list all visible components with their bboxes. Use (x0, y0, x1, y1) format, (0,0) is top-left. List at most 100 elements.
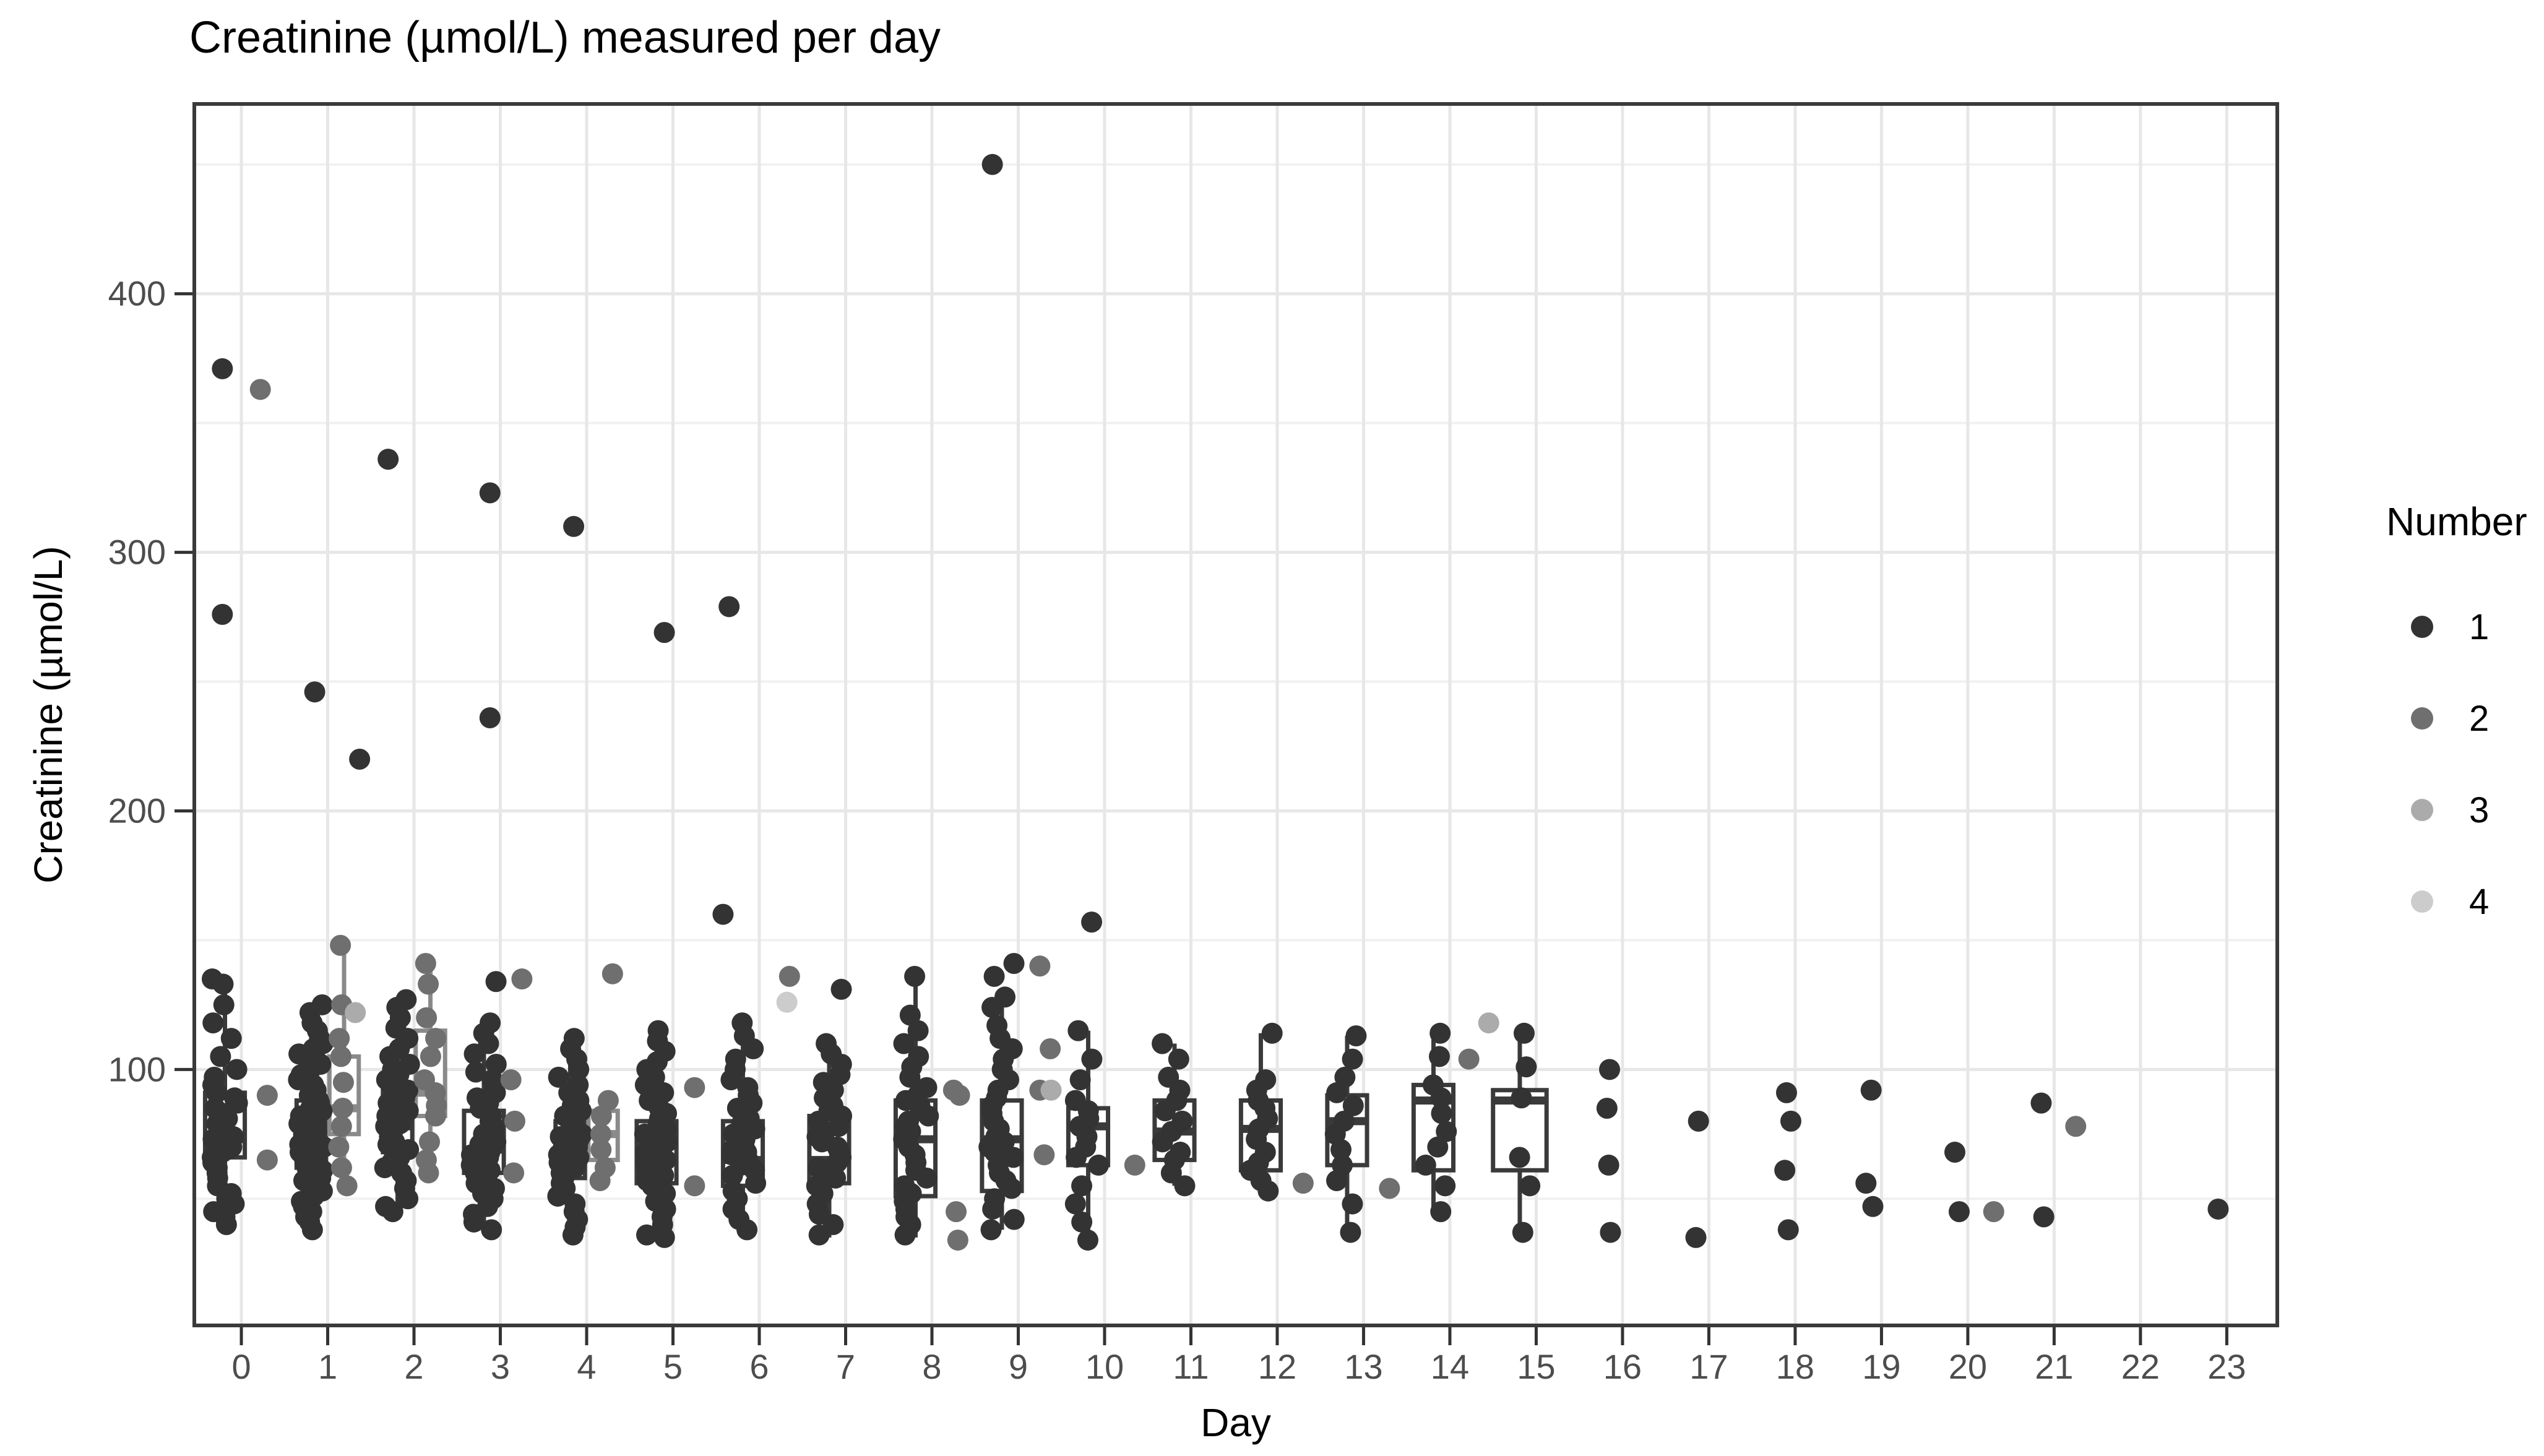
legend-entry-label: 2 (2469, 698, 2490, 739)
jitter-point (1775, 1082, 1797, 1103)
legend-entry-1: 1 (2386, 604, 2527, 650)
jitter-point (983, 965, 1005, 987)
jitter-point (481, 1219, 502, 1241)
x-tick-label: 11 (1173, 1347, 1209, 1386)
jitter-point (1431, 1103, 1452, 1124)
legend-entry-3: 3 (2386, 787, 2527, 833)
jitter-point (778, 965, 800, 987)
jitter-point (1342, 1193, 1363, 1215)
jitter-point (1040, 1038, 1061, 1059)
jitter-point (416, 1007, 438, 1028)
jitter-point (2033, 1206, 2055, 1228)
jitter-point (1292, 1173, 1314, 1194)
jitter-point (1342, 1095, 1364, 1116)
x-tick-label: 14 (1431, 1347, 1469, 1386)
jitter-point (1519, 1175, 1541, 1197)
x-tick-label: 22 (2121, 1347, 2160, 1386)
jitter-point (2030, 1092, 2052, 1114)
jitter-point (1066, 1147, 1087, 1168)
jitter-point (1029, 955, 1051, 977)
jitter-point (1513, 1022, 1535, 1044)
jitter-point (1168, 1048, 1189, 1070)
x-tick-label: 23 (2207, 1347, 2246, 1386)
jitter-point (899, 1066, 921, 1088)
jitter-point (563, 515, 585, 537)
jitter-point (947, 1230, 968, 1251)
jitter-point (904, 965, 926, 987)
jitter-point (1599, 1059, 1621, 1080)
jitter-point (980, 1219, 1002, 1241)
jitter-point (636, 1224, 658, 1246)
jitter-point (212, 358, 233, 379)
jitter-point (830, 978, 852, 1000)
jitter-point (1509, 1147, 1530, 1168)
jitter-point (548, 1066, 569, 1088)
jitter-point (511, 968, 533, 990)
legend-entry-label: 4 (2469, 881, 2490, 922)
jitter-point (479, 707, 501, 729)
jitter-point (1436, 1121, 1457, 1142)
jitter-point (1081, 1048, 1103, 1070)
jitter-point (946, 1201, 967, 1223)
jitter-point (1777, 1219, 1799, 1241)
jitter-point (1379, 1178, 1400, 1199)
legend-title: Number (2386, 499, 2527, 544)
jitter-point (982, 1198, 1004, 1220)
x-tick-label: 5 (663, 1347, 683, 1386)
chart-title: Creatinine (µmol/L) measured per day (189, 13, 941, 62)
jitter-point (301, 1219, 323, 1241)
jitter-point (336, 1175, 358, 1197)
jitter-point (1774, 1160, 1796, 1181)
x-axis-title: Day (1201, 1400, 1271, 1445)
jitter-point (1067, 1020, 1089, 1041)
x-tick-label: 20 (1949, 1347, 1987, 1386)
jitter-point (220, 1028, 242, 1049)
jitter-point (425, 1105, 446, 1127)
jitter-point (463, 1211, 485, 1233)
jitter-point (1434, 1175, 1456, 1197)
x-tick-label: 2 (404, 1347, 423, 1386)
jitter-point (425, 1028, 447, 1049)
jitter-point (485, 971, 507, 993)
jitter-point (418, 1162, 439, 1184)
jitter-point (256, 1085, 278, 1106)
jitter-point (345, 1002, 366, 1023)
jitter-point (2207, 1198, 2229, 1220)
jitter-point (745, 1173, 767, 1194)
jitter-point (918, 1105, 939, 1127)
jitter-point (1152, 1131, 1173, 1153)
jitter-point (722, 1165, 743, 1186)
x-tick-label: 9 (1009, 1347, 1028, 1386)
jitter-point (1860, 1079, 1882, 1101)
jitter-point (590, 1105, 612, 1127)
jitter-point (304, 681, 326, 703)
jitter-point (2065, 1116, 2087, 1137)
y-tick-label: 100 (108, 1049, 166, 1088)
jitter-point (1033, 1144, 1055, 1166)
x-tick-label: 15 (1517, 1347, 1555, 1386)
jitter-point (894, 1224, 916, 1246)
jitter-point (1458, 1048, 1480, 1070)
jitter-point (1154, 1100, 1176, 1122)
jitter-point (907, 1020, 929, 1041)
jitter-point (332, 1097, 353, 1119)
jitter-point (720, 1069, 742, 1091)
jitter-point (1478, 1012, 1499, 1034)
jitter-point (465, 1061, 486, 1083)
jitter-point (420, 1046, 441, 1067)
jitter-point (825, 1167, 847, 1189)
jitter-point (1983, 1201, 2004, 1223)
jitter-point (330, 1157, 352, 1179)
jitter-point (382, 1201, 403, 1223)
jitter-point (213, 994, 235, 1015)
jitter-point (397, 1188, 419, 1210)
x-tick-label: 7 (836, 1347, 855, 1386)
jitter-point (500, 1069, 522, 1091)
x-tick-label: 21 (2035, 1347, 2073, 1386)
jitter-point (712, 903, 734, 925)
jitter-point (1064, 1193, 1086, 1215)
jitter-point (589, 1170, 611, 1191)
jitter-point (212, 603, 233, 625)
jitter-point (330, 934, 351, 956)
